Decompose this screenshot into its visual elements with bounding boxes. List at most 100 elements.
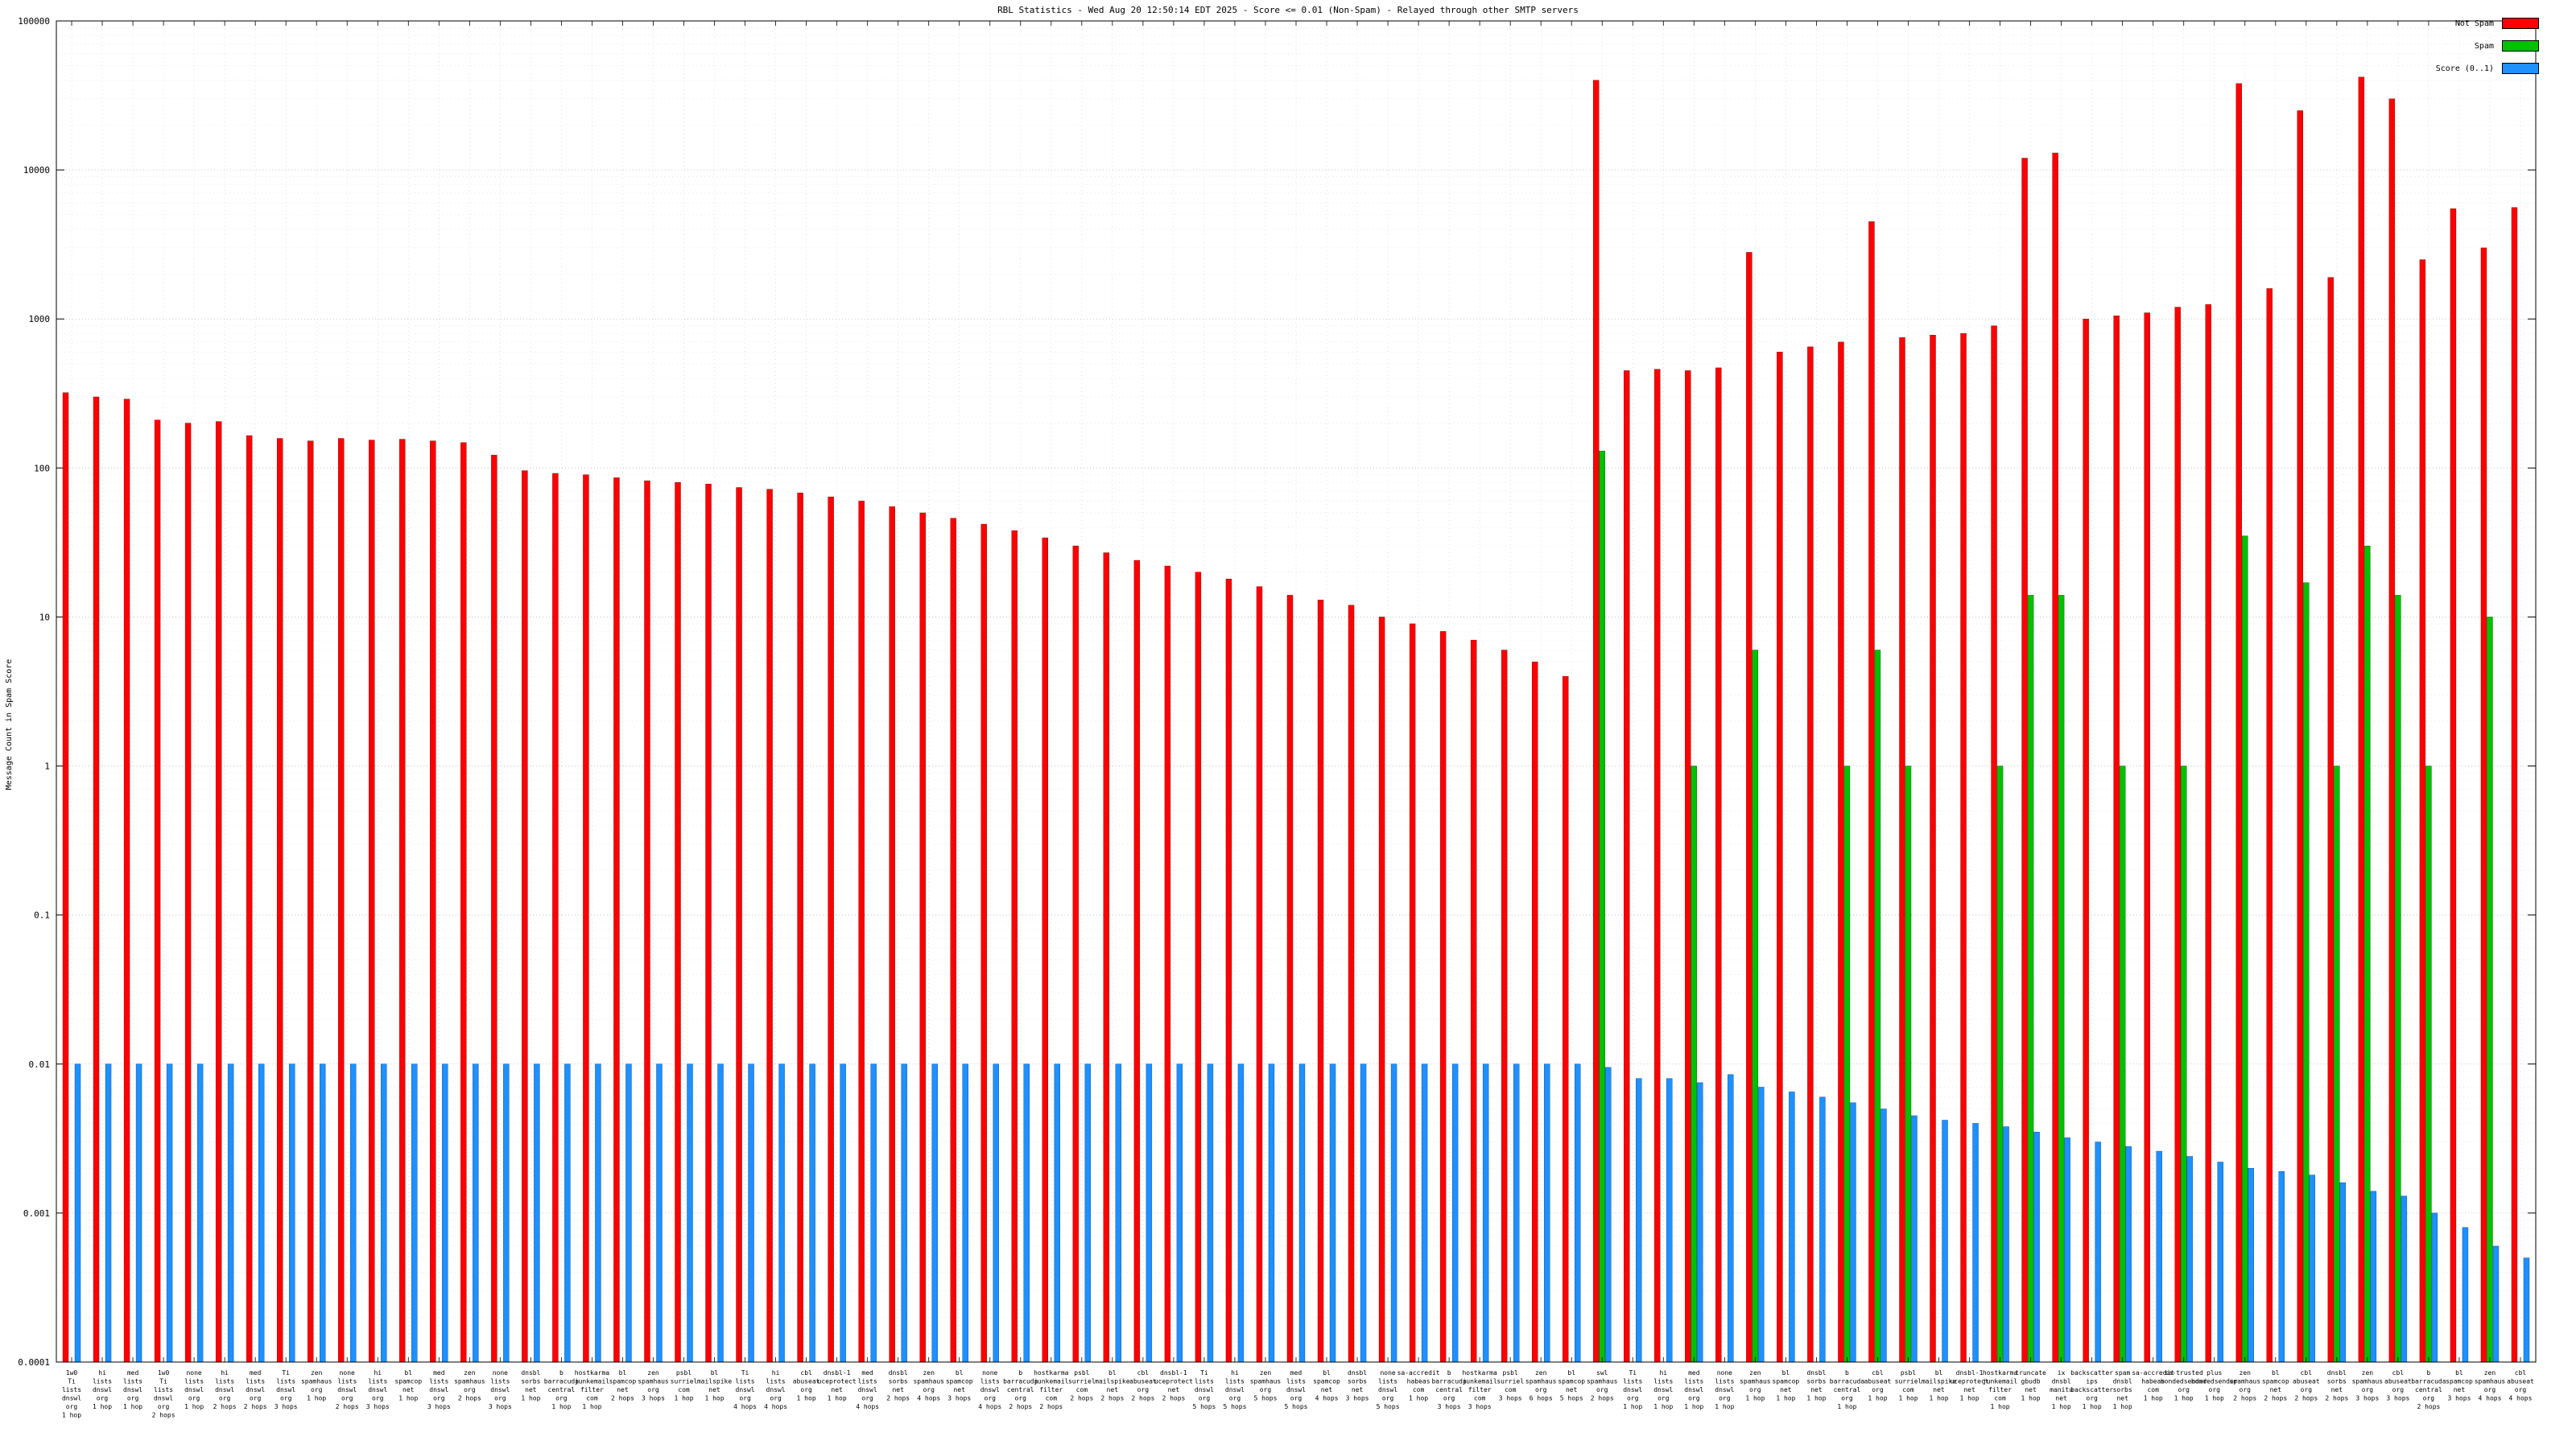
x-tick-label: dnswl bbox=[93, 1386, 112, 1393]
x-tick-label: lists bbox=[246, 1378, 265, 1385]
x-tick-label: bl bbox=[711, 1369, 719, 1377]
x-tick-label: org bbox=[1719, 1395, 1731, 1402]
x-tick-label: dnswl bbox=[980, 1386, 1000, 1393]
x-tick-label: org bbox=[2362, 1386, 2374, 1393]
x-tick-label: zen bbox=[1535, 1369, 1547, 1377]
x-tick-label: 2 hops bbox=[336, 1403, 359, 1410]
x-tick-label: 1 hop bbox=[2144, 1395, 2163, 1402]
bar-score bbox=[2033, 1131, 2040, 1363]
bar-score bbox=[1298, 1063, 1306, 1363]
x-tick-label: bl bbox=[1108, 1369, 1117, 1377]
x-tick-label: hostkarma bbox=[1462, 1369, 1497, 1377]
x-tick-label: dnswl bbox=[858, 1386, 877, 1393]
x-tick-label: dnswl bbox=[1195, 1386, 1214, 1393]
bar-not-spam bbox=[123, 398, 130, 1363]
x-tick-label: lists bbox=[1195, 1378, 1214, 1385]
x-tick-label: 2 hops bbox=[1039, 1403, 1063, 1410]
x-tick-label: org bbox=[647, 1386, 659, 1393]
bar-score bbox=[2523, 1257, 2530, 1363]
bar-spam bbox=[2425, 766, 2432, 1363]
bar-not-spam bbox=[2083, 319, 2089, 1363]
x-tick-label: 1 hop bbox=[1623, 1403, 1642, 1410]
x-tick-label: org bbox=[1596, 1386, 1608, 1393]
bar-not-spam bbox=[522, 470, 528, 1363]
x-tick-label: 1 hop bbox=[1868, 1395, 1887, 1402]
x-tick-label: 1 hop bbox=[1898, 1395, 1918, 1402]
x-tick-label: spamhaus bbox=[1740, 1378, 1771, 1385]
x-tick-label: surriel bbox=[1068, 1378, 1096, 1385]
x-tick-label: lists bbox=[123, 1378, 142, 1385]
x-tick-label: med bbox=[861, 1369, 873, 1377]
x-tick-label: 1w0 bbox=[158, 1369, 170, 1377]
x-tick-label: 1w0 bbox=[66, 1369, 78, 1377]
x-tick-label: zen bbox=[2362, 1369, 2374, 1377]
bar-not-spam bbox=[1654, 369, 1661, 1363]
x-tick-label: org bbox=[341, 1395, 353, 1402]
x-tick-label: net bbox=[831, 1386, 843, 1393]
bar-score bbox=[1850, 1102, 1856, 1363]
x-tick-label: com bbox=[2147, 1386, 2159, 1393]
x-tick-label: 5 hops bbox=[1192, 1403, 1216, 1410]
x-tick-label: Ti bbox=[1200, 1369, 1208, 1377]
x-tick-label: dnswl bbox=[246, 1386, 265, 1393]
x-tick-label: lists bbox=[766, 1378, 786, 1385]
bar-score bbox=[2003, 1126, 2009, 1363]
x-tick-label: lists bbox=[1715, 1378, 1734, 1385]
x-tick-label: lists bbox=[215, 1378, 234, 1385]
x-tick-label: barracuda bbox=[1003, 1378, 1038, 1385]
bar-spam bbox=[2303, 582, 2310, 1363]
x-tick-label: org bbox=[280, 1395, 292, 1402]
x-tick-label: org bbox=[311, 1386, 323, 1393]
x-tick-label: org bbox=[97, 1395, 109, 1402]
x-tick-label: org bbox=[188, 1395, 200, 1402]
x-tick-label: 2 hops bbox=[2325, 1395, 2348, 1402]
bar-score bbox=[1819, 1096, 1826, 1363]
bar-not-spam bbox=[1715, 367, 1722, 1363]
x-tick-label: net bbox=[1963, 1386, 1975, 1393]
bar-not-spam bbox=[1317, 600, 1324, 1363]
bar-not-spam bbox=[430, 440, 436, 1363]
x-tick-label: 4 hops bbox=[2479, 1395, 2502, 1402]
x-tick-label: hi bbox=[772, 1369, 780, 1377]
x-tick-label: barracuda bbox=[544, 1378, 580, 1385]
x-tick-label: 1 hop bbox=[1837, 1403, 1856, 1410]
bar-score bbox=[381, 1063, 387, 1363]
bar-not-spam bbox=[2388, 98, 2396, 1363]
bar-not-spam bbox=[93, 396, 100, 1363]
bar-spam bbox=[1874, 650, 1881, 1363]
legend-item-not-spam: Not Spam bbox=[2436, 18, 2539, 29]
x-tick-label: central bbox=[1435, 1386, 1463, 1393]
bar-score bbox=[2217, 1162, 2223, 1363]
bar-score bbox=[1605, 1067, 1612, 1363]
x-tick-label: barracuda bbox=[2411, 1378, 2446, 1385]
bar-score bbox=[196, 1063, 204, 1363]
x-tick-label: 2 hops bbox=[244, 1403, 267, 1410]
x-tick-label: zen bbox=[1749, 1369, 1761, 1377]
x-tick-label: dnsbl bbox=[2113, 1378, 2132, 1385]
x-tick-label: 2 hops bbox=[2264, 1395, 2287, 1402]
x-tick-label: net bbox=[1810, 1386, 1823, 1393]
x-tick-label: dnswl bbox=[215, 1386, 234, 1393]
x-tick-label: dnswl bbox=[490, 1386, 510, 1393]
x-tick-label: surriel bbox=[1895, 1378, 1922, 1385]
x-tick-label: hi bbox=[221, 1369, 229, 1377]
x-tick-label: 1 hop bbox=[551, 1403, 571, 1410]
bar-not-spam bbox=[705, 484, 712, 1363]
x-tick-label: lists bbox=[93, 1378, 112, 1385]
x-tick-label: 3 hops bbox=[366, 1403, 390, 1410]
bar-score bbox=[2095, 1141, 2101, 1363]
bar-not-spam bbox=[1777, 352, 1783, 1363]
x-tick-label: com bbox=[1474, 1395, 1486, 1402]
x-tick-label: dnswl bbox=[1653, 1386, 1673, 1393]
x-tick-label: bl bbox=[2455, 1369, 2463, 1377]
bar-score bbox=[901, 1063, 907, 1363]
x-tick-label: 4 hops bbox=[978, 1403, 1001, 1410]
x-tick-label: spamhaus bbox=[454, 1378, 485, 1385]
bar-not-spam bbox=[2144, 312, 2150, 1363]
y-tick-label: 100 bbox=[34, 463, 50, 473]
x-tick-label: org bbox=[1657, 1395, 1670, 1402]
x-tick-label: org bbox=[1872, 1386, 1884, 1393]
x-tick-label: 1 hop bbox=[1929, 1395, 1948, 1402]
bar-score bbox=[1421, 1063, 1428, 1363]
